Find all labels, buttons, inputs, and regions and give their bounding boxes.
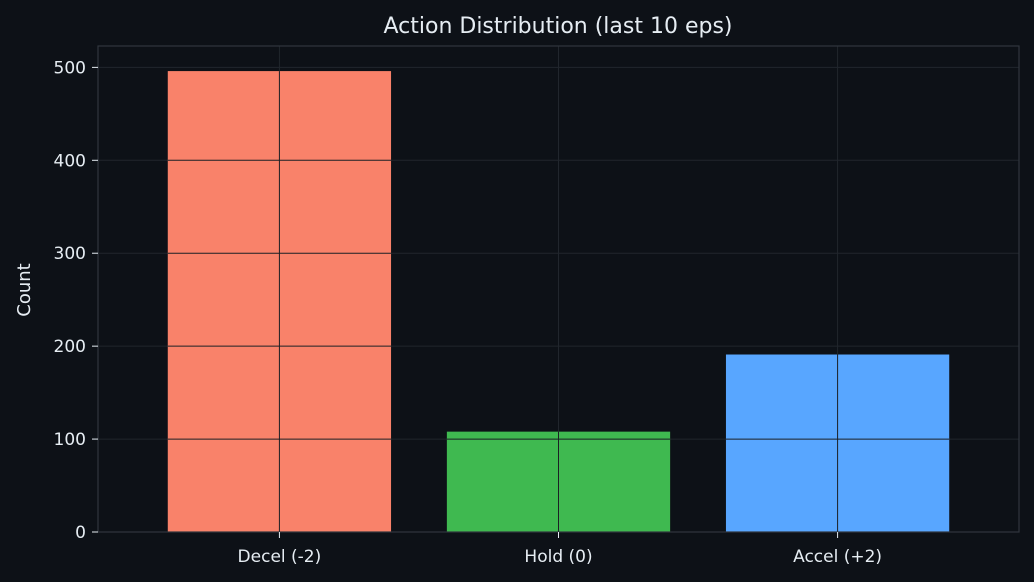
y-tick-label: 400	[54, 151, 86, 171]
x-tick-label: Accel (+2)	[793, 547, 882, 567]
y-tick-label: 300	[54, 244, 86, 264]
y-tick-label: 100	[54, 430, 86, 450]
y-axis-label: Count	[14, 263, 35, 316]
x-tick-label: Hold (0)	[524, 547, 592, 567]
y-tick-label: 200	[54, 337, 86, 357]
grid-lines-over-bars	[167, 71, 950, 532]
y-tick-label: 0	[75, 523, 86, 543]
y-tick-label: 500	[54, 58, 86, 78]
x-tick-label: Decel (-2)	[238, 547, 322, 567]
chart-title: Action Distribution (last 10 eps)	[383, 14, 732, 39]
y-axis-ticks: 0 100 200 300 400 500	[54, 58, 98, 543]
x-axis-ticks: Decel (-2) Hold (0) Accel (+2)	[238, 532, 882, 567]
